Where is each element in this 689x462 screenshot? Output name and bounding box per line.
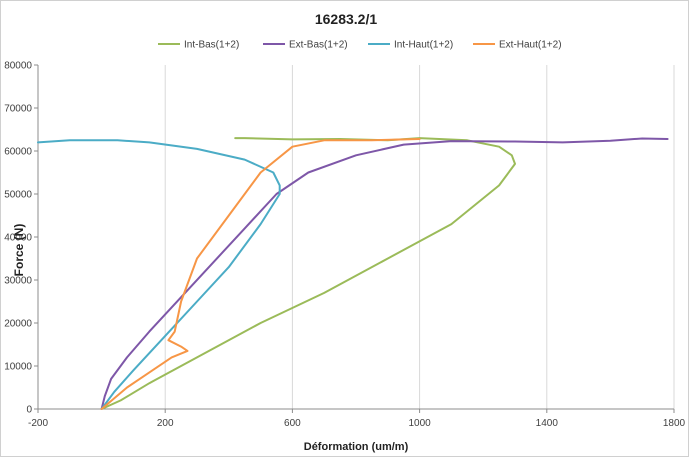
plot-background (38, 65, 674, 409)
legend-label: Int-Bas(1+2) (184, 40, 239, 51)
x-tick-label: 600 (284, 418, 301, 429)
legend-item: Int-Haut(1+2) (368, 40, 453, 51)
x-axis: -200 200 600 1000 1400 1800 (28, 408, 686, 429)
legend-item: Int-Bas(1+2) (158, 40, 239, 51)
series-line-3 (37, 139, 281, 410)
series-layer (37, 137, 669, 410)
plot-area: 0 10000 20000 30000 40000 50000 60000 70000 8000… (4, 61, 685, 430)
x-tick-label: 200 (157, 418, 174, 429)
x-tick-label: 1000 (408, 418, 431, 429)
y-axis-label: Force (N) (12, 224, 26, 277)
x-tick-label: 1400 (536, 418, 559, 429)
legend-label: Int-Haut(1+2) (394, 40, 453, 51)
x-axis-label: Déformation (um/m) (304, 441, 409, 453)
legend: Int-Bas(1+2) Ext-Bas(1+2) Int-Haut(1+2) Ext… (158, 40, 562, 51)
chart-title: 16283.2/1 (315, 11, 377, 27)
legend-item: Ext-Haut(1+2) (473, 40, 562, 51)
y-tick-label: 60000 (4, 147, 32, 158)
legend-label: Ext-Haut(1+2) (499, 40, 562, 51)
y-tick-label: 30000 (4, 276, 32, 287)
y-axis: 0 10000 20000 30000 40000 50000 60000 70000 8000… (4, 61, 39, 416)
y-tick-label: 80000 (4, 61, 32, 72)
y-tick-label: 0 (26, 405, 32, 416)
y-tick-label: 40000 (4, 233, 32, 244)
legend-label: Ext-Bas(1+2) (289, 40, 348, 51)
legend-item: Ext-Bas(1+2) (263, 40, 348, 51)
y-tick-label: 70000 (4, 104, 32, 115)
x-tick-label: 1800 (663, 418, 686, 429)
y-tick-label: 10000 (4, 362, 32, 373)
y-tick-label: 50000 (4, 190, 32, 201)
x-tick-label: -200 (28, 418, 48, 429)
series-line-4 (100, 138, 421, 410)
y-tick-label: 20000 (4, 319, 32, 330)
series-line-2 (100, 137, 669, 410)
series-line-1 (100, 137, 516, 410)
